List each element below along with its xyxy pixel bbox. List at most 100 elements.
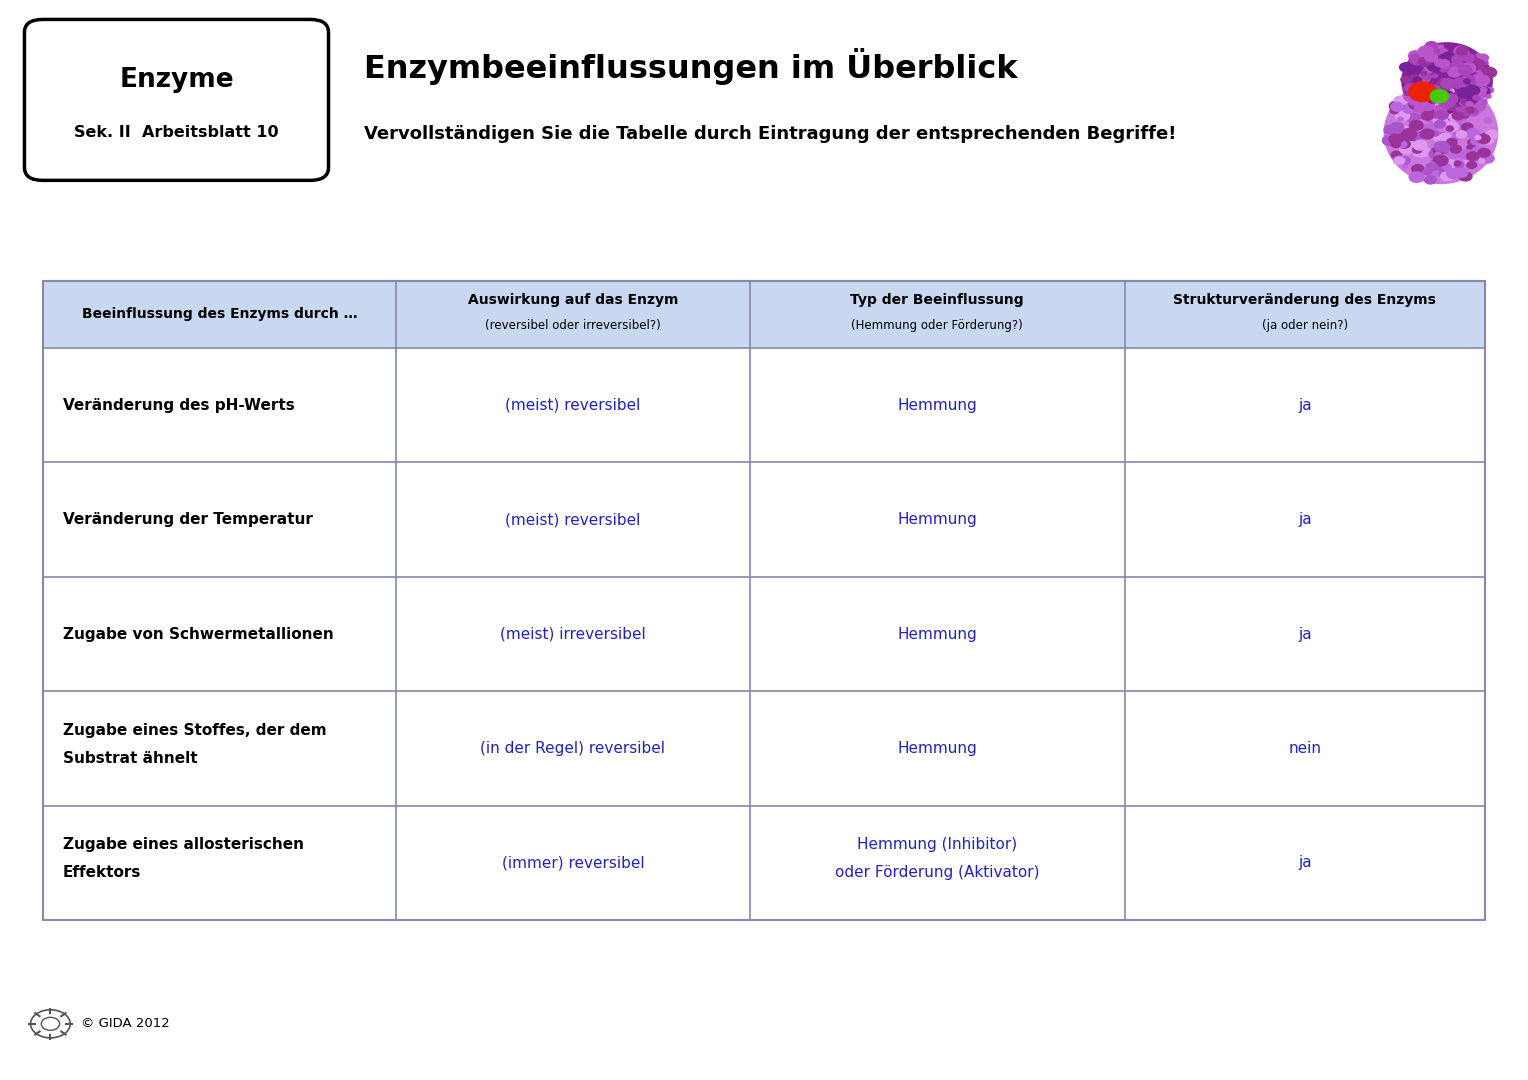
Circle shape [1467,129,1479,138]
Circle shape [1390,108,1398,113]
Circle shape [1420,168,1435,179]
Circle shape [1449,113,1458,120]
Circle shape [1409,126,1423,136]
Circle shape [1400,126,1409,132]
Circle shape [1413,140,1427,150]
Circle shape [1464,95,1478,105]
Circle shape [1453,130,1459,134]
Circle shape [1467,107,1475,112]
Circle shape [1401,77,1410,83]
Circle shape [1468,108,1479,116]
Circle shape [1433,135,1441,140]
Circle shape [1482,67,1496,78]
Circle shape [1485,131,1497,139]
Circle shape [1413,152,1421,157]
Circle shape [1415,147,1430,157]
Circle shape [1390,139,1400,146]
Circle shape [1413,92,1420,97]
Circle shape [1461,150,1475,160]
Circle shape [1418,57,1430,66]
Ellipse shape [1384,82,1497,184]
Text: (meist) reversibel: (meist) reversibel [506,512,640,527]
Circle shape [1456,91,1461,94]
Circle shape [1445,104,1458,112]
Circle shape [1471,156,1479,160]
Text: ja: ja [1299,626,1311,642]
Circle shape [1439,65,1450,72]
Circle shape [1426,104,1433,108]
Circle shape [1409,125,1424,135]
Circle shape [1473,75,1478,78]
Circle shape [1447,80,1453,84]
Circle shape [1432,99,1438,103]
Circle shape [1404,141,1420,152]
Circle shape [1435,110,1449,120]
Circle shape [1418,46,1433,57]
Circle shape [1413,123,1421,127]
Circle shape [1470,103,1484,112]
Circle shape [1421,71,1427,76]
Circle shape [1455,168,1468,177]
Circle shape [1412,164,1424,173]
Circle shape [1426,42,1438,51]
Circle shape [1394,157,1404,164]
Circle shape [1427,85,1441,94]
Circle shape [1438,133,1449,140]
Circle shape [1400,144,1413,153]
Circle shape [1420,87,1429,94]
Circle shape [1438,166,1445,172]
Circle shape [1458,86,1470,95]
Circle shape [1421,55,1433,64]
Circle shape [1439,98,1455,108]
Circle shape [1439,168,1453,178]
Text: nein: nein [1288,741,1322,756]
Circle shape [1418,97,1432,106]
Circle shape [1421,73,1432,80]
Circle shape [1420,106,1433,116]
Circle shape [1461,130,1465,133]
Circle shape [1432,113,1438,118]
Circle shape [1445,89,1455,95]
Circle shape [1453,54,1464,63]
Circle shape [1404,83,1416,92]
Circle shape [1432,131,1439,136]
Circle shape [1398,132,1409,139]
Circle shape [1409,134,1413,137]
Circle shape [1476,79,1482,83]
Circle shape [1410,96,1421,104]
Circle shape [1436,83,1442,87]
Circle shape [1461,63,1476,73]
Circle shape [1445,91,1453,96]
Circle shape [1403,165,1407,168]
Circle shape [1455,46,1468,56]
Circle shape [1458,114,1467,122]
Circle shape [1470,80,1476,84]
Circle shape [1479,159,1485,163]
Text: (ja oder nein?): (ja oder nein?) [1262,319,1348,332]
Circle shape [1464,89,1470,94]
Circle shape [1467,96,1478,104]
Circle shape [1413,77,1421,83]
Circle shape [1441,172,1453,180]
FancyBboxPatch shape [24,19,329,180]
Circle shape [1467,65,1473,69]
Circle shape [1430,118,1436,122]
Circle shape [1462,151,1478,162]
Circle shape [1426,99,1433,105]
Circle shape [1404,98,1418,108]
Circle shape [1383,135,1397,146]
Circle shape [1390,103,1403,111]
Circle shape [1470,93,1482,102]
Circle shape [1409,82,1436,102]
Circle shape [1404,85,1412,92]
Circle shape [1478,71,1482,76]
Circle shape [1390,123,1404,133]
Text: Zugabe eines Stoffes, der dem: Zugabe eines Stoffes, der dem [63,723,327,738]
Circle shape [1439,49,1447,54]
Circle shape [1465,161,1471,164]
Circle shape [1427,96,1436,103]
Circle shape [1481,157,1485,160]
Circle shape [1439,79,1455,89]
Circle shape [1462,97,1478,108]
Text: (in der Regel) reversibel: (in der Regel) reversibel [480,741,665,756]
